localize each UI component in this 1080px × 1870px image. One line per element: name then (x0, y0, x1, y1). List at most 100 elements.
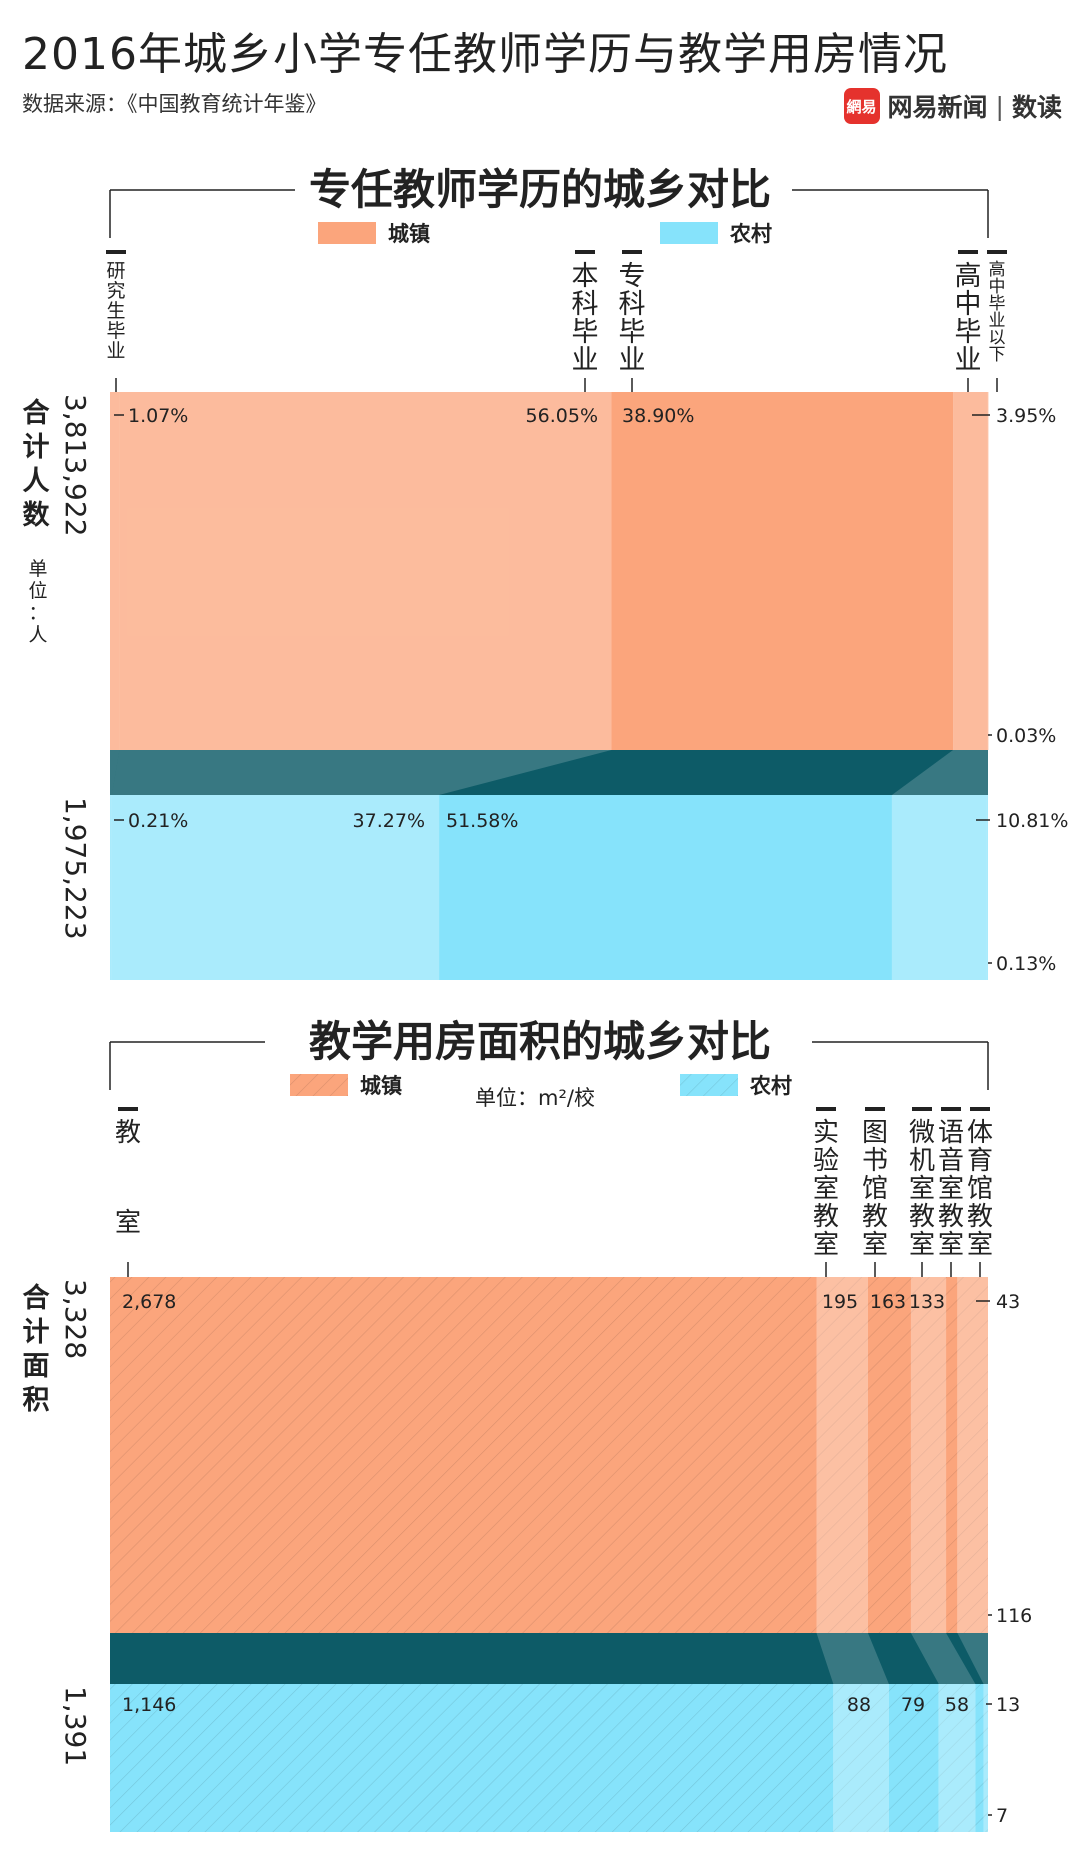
category-marker-1 (816, 1107, 836, 1111)
connector-band (110, 1633, 988, 1684)
svg-text:毕: 毕 (955, 317, 982, 348)
data-source: 数据来源：《中国教育统计年鉴》 (22, 92, 327, 116)
svg-text:：: ： (28, 602, 47, 624)
svg-text:室: 室 (813, 1174, 839, 1204)
urban-bar-4 (946, 1277, 958, 1633)
legend-rural-label: 农村 (749, 1074, 792, 1098)
svg-text:教: 教 (938, 1202, 964, 1232)
rural-value-label-4: 0.13% (996, 953, 1056, 975)
connector-flow-3 (891, 750, 988, 795)
urban-bar-tint-3 (953, 392, 988, 750)
rural-value-label-2: 51.58% (446, 810, 518, 832)
svg-text:业: 业 (989, 311, 1006, 331)
svg-text:室: 室 (862, 1230, 888, 1260)
svg-text:中: 中 (989, 277, 1006, 297)
category-marker-3 (912, 1107, 932, 1111)
urban-value-label-0: 2,678 (122, 1291, 176, 1313)
rural-value-label-1: 37.27% (353, 810, 425, 832)
urban-bar-0 (110, 392, 120, 750)
rural-value-label-2: 79 (901, 1694, 925, 1716)
connector-flow-4 (986, 750, 988, 795)
urban-total: 3,813,922 (59, 394, 92, 537)
urban-bar-5 (957, 1277, 988, 1633)
urban-bar-tint-0 (110, 392, 120, 750)
legend-urban-swatch (290, 1074, 348, 1096)
urban-value-label-4: 43 (996, 1291, 1020, 1313)
rural-value-label-4: 13 (996, 1694, 1020, 1716)
urban-bar-tint-5 (957, 1277, 988, 1633)
urban-bar-3 (910, 1277, 947, 1633)
svg-text:育: 育 (967, 1146, 993, 1176)
svg-text:室: 室 (938, 1174, 964, 1204)
category-marker-5 (970, 1107, 990, 1111)
brand: 網易 网易新闻 | 数读 (843, 88, 1062, 124)
urban-value-label-3: 3.95% (996, 405, 1056, 427)
chart-title: 教学用房面积的城乡对比 (309, 1017, 771, 1066)
brand-name: 网易新闻 (887, 93, 988, 122)
svg-text:馆: 馆 (862, 1174, 888, 1204)
svg-text:合: 合 (23, 397, 50, 429)
svg-text:中: 中 (955, 289, 982, 320)
rural-bar-tint-0 (110, 795, 112, 980)
category-marker-0 (118, 1107, 138, 1111)
svg-text:以: 以 (989, 328, 1006, 348)
urban-value-label-1: 195 (822, 1291, 858, 1313)
rural-value-label-0: 1,146 (122, 1694, 176, 1716)
svg-text:馆: 馆 (967, 1174, 993, 1204)
urban-bar-2 (611, 392, 954, 750)
svg-text:高: 高 (989, 260, 1006, 280)
rural-bar-tint-4 (986, 795, 988, 980)
rural-value-label-3: 58 (945, 1694, 969, 1716)
rural-value-label-3: 10.81% (996, 810, 1068, 832)
svg-text:机: 机 (909, 1146, 935, 1176)
legend-rural-label: 农村 (729, 222, 772, 246)
svg-text:下: 下 (989, 345, 1006, 365)
legend-urban-label: 城镇 (360, 1074, 402, 1098)
svg-text:人: 人 (23, 466, 50, 497)
rural-bar-tint-3 (891, 795, 987, 980)
svg-text:室: 室 (909, 1230, 935, 1260)
connector-flow-5 (957, 1633, 988, 1684)
urban-value-label-3: 133 (909, 1291, 945, 1313)
svg-text:实: 实 (813, 1118, 839, 1148)
svg-text:图: 图 (862, 1118, 888, 1148)
brand-separator: | (995, 91, 1004, 121)
legend-rural-swatch (680, 1074, 738, 1096)
svg-text:教: 教 (862, 1202, 888, 1232)
category-marker-2 (865, 1107, 885, 1111)
svg-text:室: 室 (909, 1174, 935, 1204)
category-marker-2 (622, 250, 642, 254)
connector-flow-3 (910, 1633, 976, 1684)
svg-text:单: 单 (28, 558, 47, 580)
svg-text:数: 数 (23, 500, 51, 531)
rural-bar-tint-1 (111, 795, 440, 980)
rural-bar-tint-1 (833, 1684, 889, 1832)
svg-text:教: 教 (967, 1202, 993, 1232)
svg-text:研: 研 (106, 260, 125, 282)
svg-text:毕: 毕 (989, 294, 1006, 314)
rural-value-label-5: 7 (996, 1805, 1008, 1827)
svg-text:室: 室 (967, 1230, 993, 1260)
brand-subtitle: 数读 (1011, 93, 1062, 122)
svg-text:生: 生 (106, 300, 125, 322)
rural-bar-3 (891, 795, 987, 980)
rural-bar-3 (938, 1684, 976, 1832)
svg-text:教: 教 (115, 1118, 141, 1148)
urban-bar-tint-1 (816, 1277, 868, 1633)
svg-text:人: 人 (28, 624, 47, 646)
svg-text:专: 专 (619, 261, 646, 292)
category-marker-0 (106, 250, 126, 254)
svg-text:体: 体 (967, 1118, 993, 1148)
svg-text:毕: 毕 (106, 320, 125, 342)
svg-text:业: 业 (572, 345, 599, 376)
chart-title: 专任教师学历的城乡对比 (309, 165, 771, 214)
category-marker-4 (941, 1107, 961, 1111)
urban-bar-1 (816, 1277, 868, 1633)
connector-flow-1 (111, 750, 612, 795)
